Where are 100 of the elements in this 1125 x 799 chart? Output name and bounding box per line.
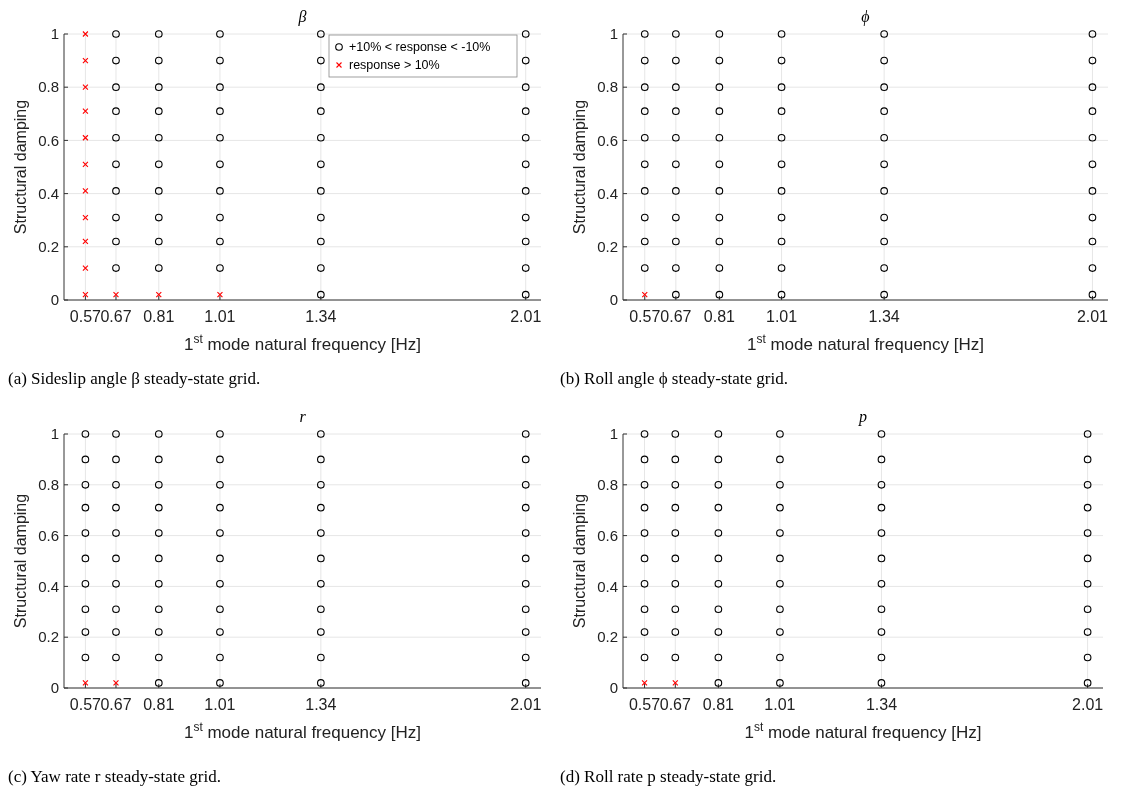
- x-tick-label: 0.57: [629, 308, 661, 325]
- x-tick-label: 0.57: [628, 696, 661, 713]
- point: [216, 107, 224, 115]
- point: [216, 264, 224, 272]
- point: [154, 56, 163, 65]
- point: [112, 187, 120, 195]
- point: [154, 160, 163, 169]
- chart-title: r: [299, 408, 307, 425]
- x-tick-label: 1.01: [204, 696, 236, 713]
- point: [154, 237, 163, 246]
- y-tick-label: 0.8: [597, 78, 618, 96]
- y-tick-label: 0.2: [597, 238, 618, 256]
- x-tick-label: 0.81: [703, 308, 736, 325]
- point: [521, 133, 530, 142]
- point: [154, 30, 163, 38]
- point: [112, 83, 120, 92]
- point: [112, 107, 120, 115]
- point: [317, 237, 325, 246]
- x-tick-label: 2.01: [1072, 696, 1104, 713]
- x-tick-label: 2.01: [1076, 308, 1109, 325]
- point: [112, 160, 120, 169]
- x-axis-title: 1$^{st}$ mode natural frequency [Hz]: [747, 332, 984, 354]
- x-tick-label: 1.34: [305, 696, 337, 713]
- y-tick-label: 1: [609, 25, 618, 43]
- x-tick-label: 0.67: [100, 308, 132, 325]
- x-tick-label: 0.81: [143, 308, 175, 325]
- point: [317, 83, 325, 92]
- point: [317, 264, 325, 272]
- x-tick-label: 0.67: [100, 696, 132, 713]
- point: [154, 187, 163, 195]
- x-tick-label: 1.01: [204, 308, 236, 325]
- x-tick-label: 2.01: [510, 308, 542, 325]
- point: [82, 84, 89, 91]
- point: [155, 291, 162, 298]
- y-tick-label: 0.8: [38, 476, 59, 494]
- y-tick-label: 0.2: [38, 628, 59, 646]
- x-tick-label: 1.01: [764, 696, 796, 713]
- x-tick-label: 2.01: [510, 696, 542, 713]
- y-axis-title: Structural damping: [571, 99, 588, 235]
- point: [317, 160, 325, 169]
- point: [317, 290, 325, 299]
- y-tick-label: 1: [609, 425, 618, 443]
- point: [216, 213, 224, 222]
- point: [521, 107, 530, 115]
- y-tick-label: 0: [609, 679, 618, 697]
- point: [216, 133, 224, 142]
- point: [154, 83, 163, 92]
- point: [154, 264, 163, 272]
- point: [317, 56, 325, 65]
- point: [216, 160, 224, 169]
- text: (a) Sideslip angle β steady-state grid.: [8, 369, 261, 388]
- y-tick-label: 0.8: [597, 476, 618, 494]
- point: [154, 213, 163, 222]
- point: [112, 30, 120, 38]
- legend-label: response > 10%: [349, 58, 440, 73]
- point: [521, 290, 530, 299]
- point: [521, 83, 530, 92]
- point: [317, 133, 325, 142]
- point: [82, 134, 89, 141]
- legend-label: +10% < response < -10%: [349, 40, 491, 55]
- x-tick-label: 1.34: [305, 308, 337, 325]
- x-tick-label: 1.34: [868, 308, 900, 325]
- y-axis-title: Structural damping: [12, 99, 29, 235]
- point: [216, 83, 224, 92]
- text: (b) Roll angle ϕ steady-state grid.: [560, 369, 788, 388]
- point: [216, 187, 224, 195]
- x-tick-label: 1.34: [865, 696, 898, 713]
- x-tick-label: 1.01: [765, 308, 798, 325]
- point: [82, 30, 89, 38]
- chart-title: ϕ: [861, 8, 870, 26]
- point: [112, 291, 120, 298]
- point: [317, 213, 325, 222]
- point: [521, 56, 530, 65]
- y-tick-label: 0.4: [597, 577, 618, 595]
- y-tick-label: 0.4: [597, 184, 618, 202]
- point: [112, 56, 120, 65]
- point: [112, 133, 120, 142]
- point: [317, 107, 325, 115]
- point: [82, 187, 89, 194]
- y-tick-label: 1: [50, 25, 59, 43]
- point: [216, 56, 224, 65]
- point: [154, 133, 163, 142]
- x-tick-label: 0.81: [702, 696, 735, 713]
- point: [216, 291, 223, 298]
- x-tick-label: 0.57: [69, 308, 102, 325]
- y-tick-label: 1: [50, 425, 59, 443]
- x-tick-label: 0.67: [660, 308, 692, 325]
- point: [154, 107, 163, 115]
- y-tick-label: 0.6: [38, 131, 59, 149]
- x-tick-label: 0.81: [143, 696, 175, 713]
- y-tick-label: 0.2: [38, 238, 59, 256]
- point: [112, 237, 120, 246]
- y-tick-label: 0: [50, 291, 59, 309]
- y-axis-title: Structural damping: [571, 493, 588, 629]
- point: [317, 187, 325, 195]
- y-tick-label: 0.2: [597, 628, 618, 646]
- point: [216, 237, 224, 246]
- point: [521, 160, 530, 169]
- x-axis-title: 1$^{st}$ mode natural frequency [Hz]: [744, 720, 982, 742]
- x-axis-title: 1$^{st}$ mode natural frequency [Hz]: [184, 332, 421, 354]
